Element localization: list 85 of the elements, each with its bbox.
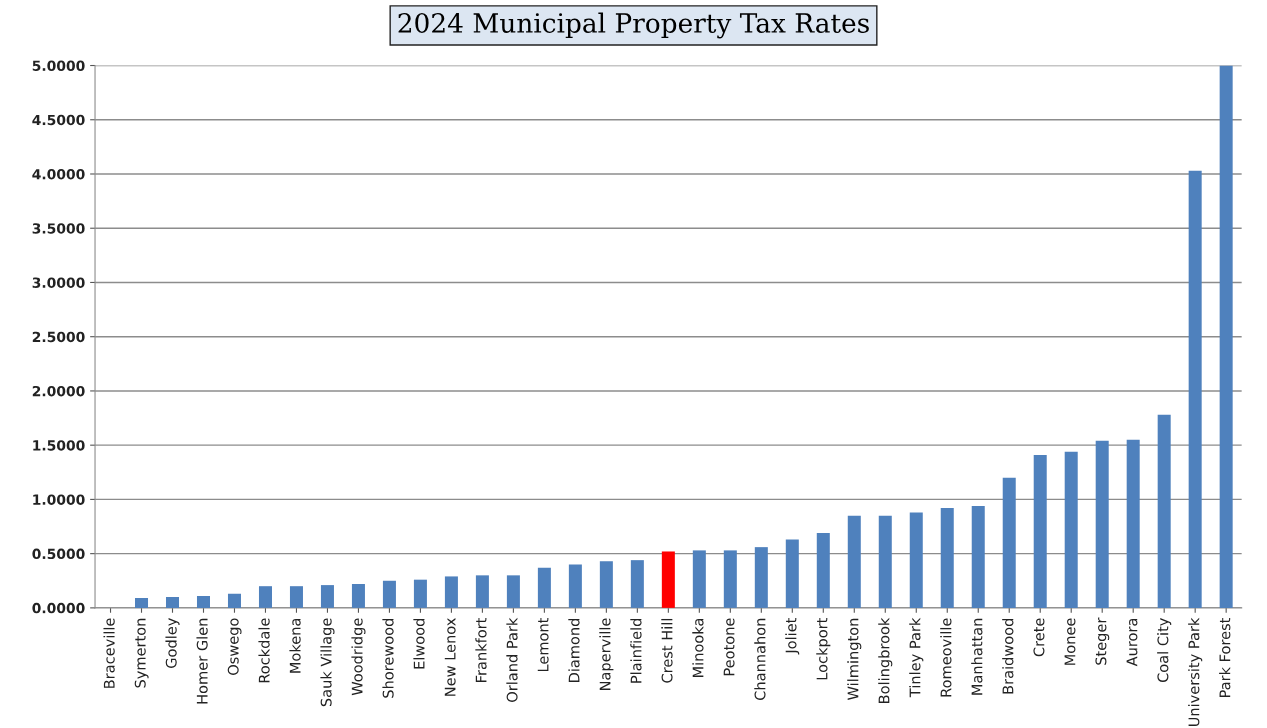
x-tick-label: Orland Park — [506, 617, 518, 702]
bar — [135, 598, 149, 608]
y-tick-label: 3.0000 — [32, 277, 85, 288]
y-tick-label: 1.0000 — [33, 494, 85, 505]
x-tick-label: Peotone — [723, 618, 735, 676]
bar — [785, 539, 799, 608]
x-tick-label: Minooka — [692, 618, 704, 678]
x-tick-label: Oswego — [227, 618, 242, 675]
bar — [382, 580, 396, 608]
x-tick-label: Rockdale — [258, 618, 270, 683]
bar — [289, 586, 303, 608]
bar — [258, 586, 272, 608]
y-tick-label: 4.5000 — [32, 114, 85, 126]
bar — [196, 595, 210, 608]
bar — [847, 515, 861, 608]
bar — [1188, 170, 1202, 608]
bar — [1033, 454, 1047, 608]
x-tick-label: Lemont — [537, 617, 549, 672]
x-tick-label: Crete — [1033, 618, 1045, 657]
bar — [1157, 414, 1171, 608]
x-tick-label: Manhattan — [971, 618, 983, 695]
bar — [1064, 451, 1078, 608]
x-tick-label: Romeoville — [940, 618, 952, 697]
bar — [661, 551, 675, 608]
x-tick-label: Aurora — [1126, 618, 1138, 667]
y-tick-label: 2.0000 — [32, 385, 85, 397]
x-tick-label: Joliet — [785, 617, 800, 655]
x-tick-label: Symerton — [134, 618, 149, 688]
x-tick-label: Naperville — [599, 618, 614, 690]
x-tick-label: Diamond — [568, 618, 580, 683]
bar — [692, 550, 706, 608]
bar — [630, 560, 644, 608]
bar — [320, 585, 334, 608]
bar — [351, 584, 365, 608]
x-tick-label: University Park — [1188, 617, 1203, 727]
x-tick-label: Park Forest — [1219, 617, 1231, 698]
bar — [475, 575, 489, 608]
bar — [1002, 477, 1016, 608]
y-tick-label: 3.5000 — [32, 223, 85, 234]
x-tick-label: Sauk Village — [320, 618, 335, 707]
bar — [1095, 440, 1109, 608]
y-tick-label: 2.5000 — [32, 331, 85, 343]
x-tick-label: Frankfort — [475, 617, 487, 682]
x-tick-label: Steger — [1095, 617, 1110, 665]
bar — [568, 564, 582, 608]
bar — [878, 515, 892, 608]
bar — [940, 508, 954, 608]
bar — [754, 547, 768, 608]
x-tick-label: New Lenox — [444, 618, 456, 696]
x-tick-label: Lockport — [816, 617, 831, 680]
x-tick-label: Godley — [165, 618, 180, 668]
bar — [1219, 65, 1233, 608]
x-tick-label: Channahon — [754, 618, 766, 700]
x-tick-label: Homer Glen — [196, 618, 208, 704]
y-tick-label: 0.5000 — [32, 548, 85, 560]
x-tick-label: Woodridge — [351, 618, 366, 696]
x-tick-label: Monee — [1064, 618, 1076, 665]
chart-title: 2024 Municipal Property Tax Rates — [398, 12, 869, 39]
x-tick-label: Coal City — [1157, 618, 1172, 683]
x-tick-label: Bolingbrook — [878, 617, 893, 703]
x-tick-label: Crest Hill — [661, 618, 673, 683]
x-tick-label: Shorewood — [382, 618, 394, 698]
bar — [971, 505, 985, 608]
bar — [444, 576, 458, 608]
bar — [723, 550, 737, 608]
bar — [909, 512, 923, 608]
x-tick-label: Wilmington — [847, 618, 862, 700]
x-tick-label: Braceville — [103, 618, 115, 688]
bar — [506, 575, 520, 608]
x-tick-label: Mokena — [289, 618, 301, 673]
bar — [227, 593, 241, 608]
bar — [816, 533, 830, 608]
bar — [1126, 439, 1140, 608]
x-tick-label: Elwood — [413, 618, 425, 669]
bar — [413, 579, 427, 608]
bar — [165, 597, 180, 608]
bar — [537, 567, 551, 608]
y-tick-label: 1.5000 — [33, 440, 85, 451]
x-tick-label: Plainfield — [630, 618, 642, 683]
y-tick-label: 5.0000 — [32, 60, 85, 71]
y-tick-label: 0.0000 — [32, 602, 85, 614]
x-tick-label: Tinley Park — [909, 617, 924, 698]
x-tick-label: Braidwood — [1002, 618, 1014, 694]
y-tick-label: 4.0000 — [32, 168, 85, 180]
bar — [599, 561, 613, 608]
